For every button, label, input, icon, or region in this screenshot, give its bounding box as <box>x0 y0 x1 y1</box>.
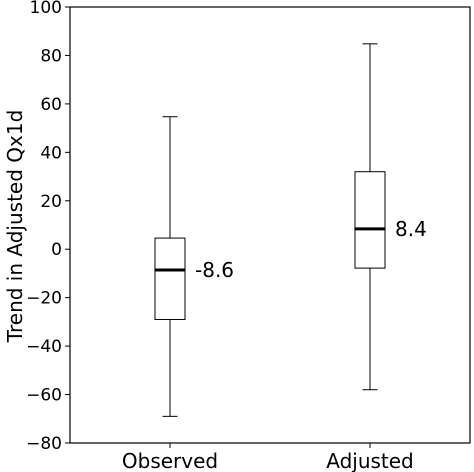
plot-frame <box>69 6 471 444</box>
y-tick-label: 80 <box>40 46 62 66</box>
box-adjusted: 8.4 <box>354 43 427 391</box>
x-axis: Observed Adjusted <box>122 443 414 472</box>
y-tick-label: 20 <box>40 192 62 212</box>
y-tick-label: −60 <box>26 386 62 406</box>
plot-area <box>69 6 471 444</box>
box-iqr <box>354 171 386 269</box>
x-tick-label: Adjusted <box>326 449 414 472</box>
y-axis-title: Trend in Adjusted Qx1d <box>3 110 27 344</box>
y-tick-label: 100 <box>30 0 62 18</box>
y-tick-label: 40 <box>40 143 62 163</box>
y-tick-label: −40 <box>26 337 62 357</box>
y-tick-label: −20 <box>26 289 62 309</box>
y-tick-label: −80 <box>26 434 62 454</box>
y-tick-label: 60 <box>40 95 62 115</box>
y-axis: −80 −60 −40 −20 0 20 40 60 80 100 <box>26 0 70 454</box>
median-label: -8.6 <box>195 258 234 282</box>
y-tick-label: 0 <box>51 240 62 260</box>
median-label: 8.4 <box>395 217 427 241</box>
box-observed: -8.6 <box>154 116 234 417</box>
boxes: -8.6 8.4 <box>154 43 427 417</box>
box-iqr <box>154 237 186 320</box>
x-tick-label: Observed <box>122 449 218 472</box>
